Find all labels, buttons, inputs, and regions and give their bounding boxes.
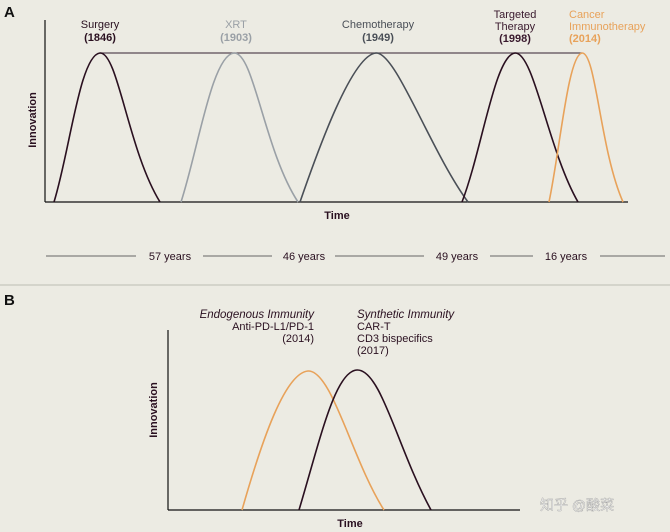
interval-57-years: 57 years: [149, 251, 192, 263]
era-targeted-name-2: Therapy: [495, 21, 536, 33]
xrt-curve: [180, 52, 299, 203]
era-targeted-name-1: Targeted: [494, 9, 537, 21]
synthetic-line2: CD3 bispecifics: [357, 333, 433, 345]
panel-b-x-axis-label: Time: [337, 518, 362, 530]
endogenous-line2: (2014): [282, 333, 314, 345]
synthetic-line3: (2017): [357, 345, 389, 357]
panel-a-x-axis-label: Time: [324, 210, 349, 222]
era-chemotherapy-year: (1949): [362, 32, 394, 44]
era-immunotherapy-name-1: Cancer: [569, 9, 605, 21]
endogenous-line1: Anti-PD-L1/PD-1: [232, 321, 314, 333]
panel-b-label: B: [4, 292, 15, 309]
era-targeted-year: (1998): [499, 33, 531, 45]
era-xrt-year: (1903): [220, 32, 252, 44]
era-immunotherapy-year: (2014): [569, 33, 601, 45]
watermark: 知乎 @酸菜: [540, 497, 614, 513]
panel-a-y-axis-label: Innovation: [27, 92, 39, 148]
synthetic-immunity-curve: [298, 369, 432, 511]
endogenous-immunity-curve: [241, 370, 385, 511]
era-chemotherapy-name: Chemotherapy: [342, 19, 415, 31]
surgery-curve: [53, 52, 161, 203]
panel-b-y-axis-label: Innovation: [148, 382, 160, 438]
era-surgery-year: (1846): [84, 32, 116, 44]
synthetic-title: Synthetic Immunity: [357, 309, 455, 321]
interval-16-years: 16 years: [545, 251, 588, 263]
synthetic-line1: CAR-T: [357, 321, 391, 333]
interval-46-years: 46 years: [283, 251, 326, 263]
era-surgery-name: Surgery: [81, 19, 120, 31]
panel-a-label: A: [4, 4, 15, 21]
era-immunotherapy-name-2: Immunotherapy: [569, 21, 646, 33]
era-xrt-name: XRT: [225, 19, 247, 31]
targeted-therapy-curve: [461, 52, 579, 203]
immunotherapy-curve: [548, 52, 624, 203]
interval-49-years: 49 years: [436, 251, 479, 263]
chemotherapy-curve: [299, 52, 469, 203]
endogenous-title: Endogenous Immunity: [200, 309, 316, 321]
